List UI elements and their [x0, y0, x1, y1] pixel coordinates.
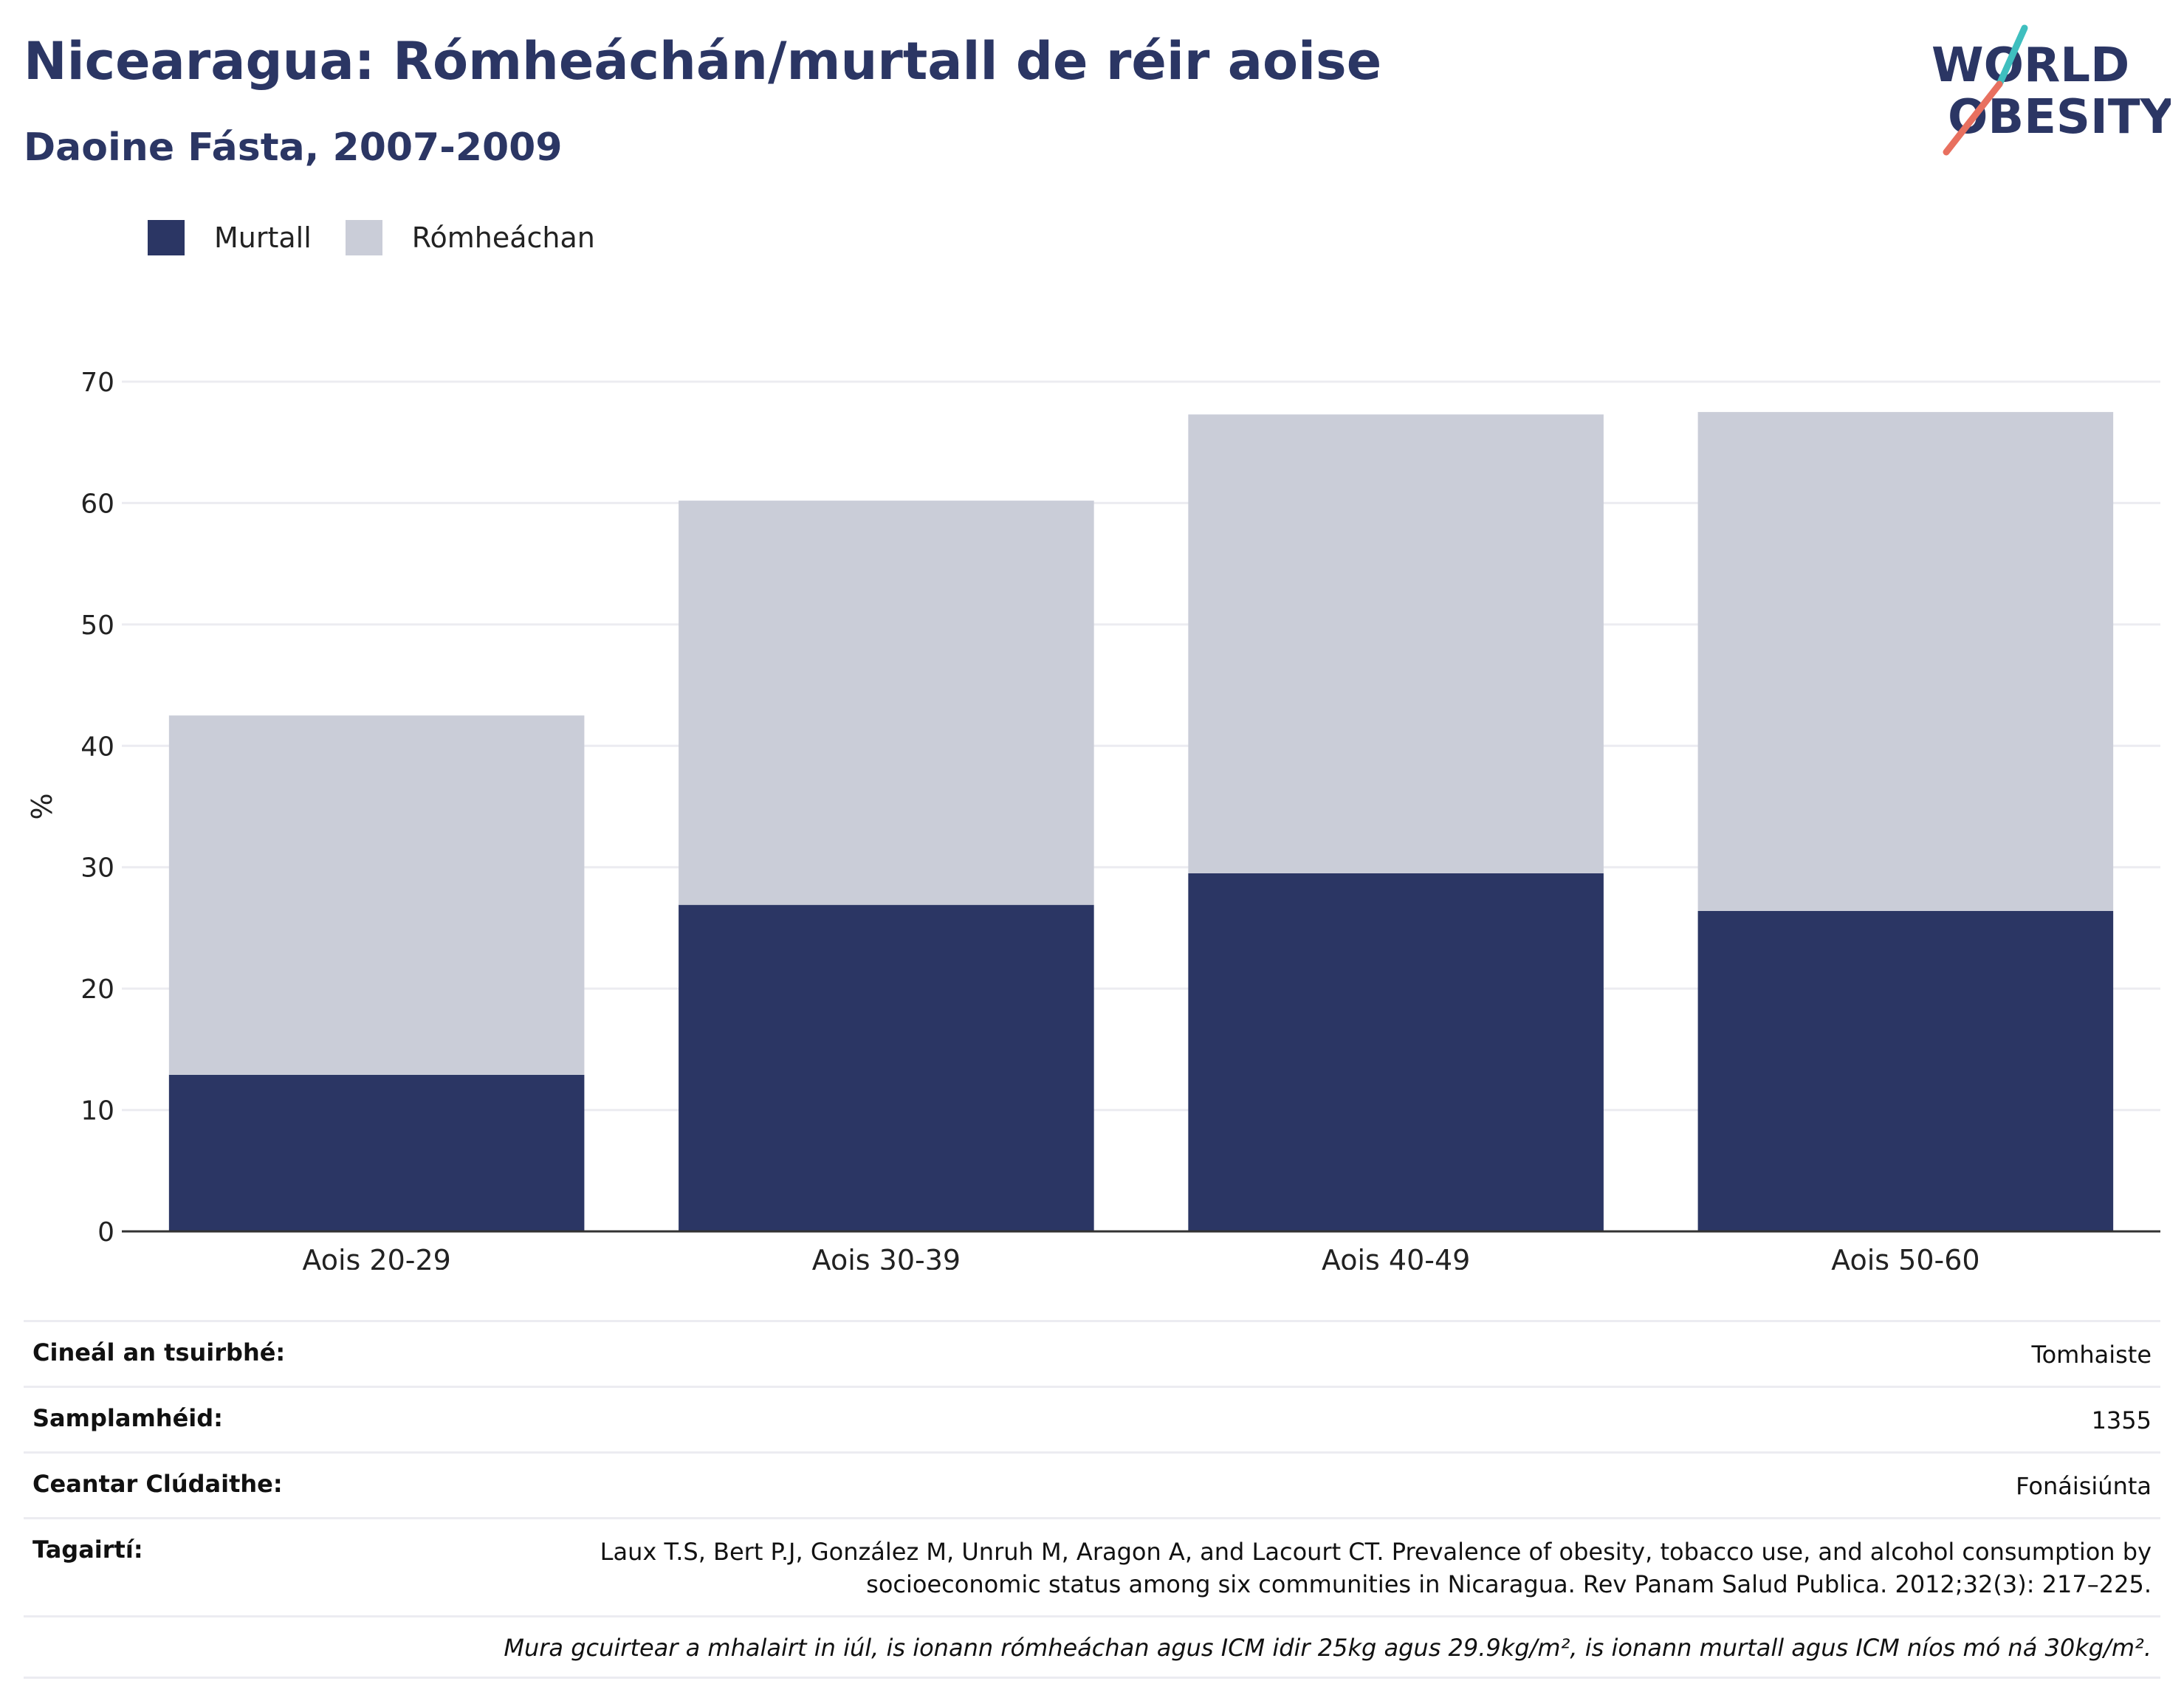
y-tick-label: 10 [80, 1096, 114, 1127]
logo-slash-teal [1996, 24, 2028, 88]
bar-r-mhe-chan [1188, 414, 1604, 873]
logo-slash-coral [1943, 80, 2003, 156]
meta-label: Samplamhéid: [32, 1404, 223, 1432]
y-axis-label: % [26, 793, 58, 819]
meta-label: Tagairtí: [32, 1536, 143, 1564]
meta-row-sample-size: Samplamhéid: 1355 [24, 1386, 2160, 1451]
bar-r-mhe-chan [168, 715, 585, 1075]
y-tick-label: 50 [80, 611, 114, 641]
legend-swatch-murtall [148, 220, 185, 255]
bar-r-mhe-chan [679, 501, 1094, 905]
bar-murtall [168, 1074, 585, 1231]
reference-line-2: socioeconomic status among six communiti… [866, 1570, 2152, 1598]
x-tick-label: Aois 30-39 [812, 1244, 961, 1270]
legend-label-murtall: Murtall [214, 221, 312, 254]
legend-label-romheachan: Rómheáchan [411, 221, 595, 254]
meta-value: 1355 [2091, 1406, 2152, 1434]
legend-swatch-romheachan [345, 220, 382, 255]
bar-murtall [1188, 873, 1604, 1231]
meta-row-note: Mura gcuirtear a mhalairt in iúl, is ion… [24, 1615, 2160, 1679]
y-tick-label: 30 [80, 853, 114, 884]
legend-item-romheachan: Rómheáchan [345, 220, 595, 255]
y-tick-label: 0 [97, 1217, 114, 1248]
y-tick-label: 40 [80, 732, 114, 762]
x-tick-label: Aois 40-49 [1322, 1244, 1470, 1270]
meta-value-references: Laux T.S, Bert P.J, González M, Unruh M,… [600, 1536, 2152, 1601]
reference-line-1: Laux T.S, Bert P.J, González M, Unruh M,… [600, 1538, 2152, 1566]
bar-murtall [679, 904, 1094, 1231]
meta-label: Cineál an tsuirbhé: [32, 1338, 286, 1366]
y-tick-label: 70 [80, 368, 114, 398]
world-obesity-logo: WORLD OBESITY [1931, 24, 2171, 156]
meta-label: Ceantar Clúdaithe: [32, 1470, 283, 1498]
y-tick-label: 60 [80, 489, 114, 519]
x-tick-label: Aois 20-29 [302, 1244, 450, 1270]
bar-murtall [1697, 910, 2114, 1231]
legend-item-murtall: Murtall [148, 220, 312, 255]
y-tick-label: 20 [80, 974, 114, 1005]
metadata-table: Cineál an tsuirbhé: Tomhaiste Samplamhéi… [24, 1320, 2160, 1679]
chart-title: Nicearagua: Rómheáchán/murtall de réir a… [24, 31, 1382, 92]
meta-value: Fonáisiúnta [2016, 1472, 2152, 1500]
bar-r-mhe-chan [1697, 412, 2114, 911]
chart-subtitle: Daoine Fásta, 2007-2009 [24, 126, 563, 170]
stacked-bar-chart: 0 10 20 30 40 50 60 70% Aois 20-29 Aois 30-39 Aois… [26, 368, 2160, 1270]
meta-row-survey-type: Cineál an tsuirbhé: Tomhaiste [24, 1320, 2160, 1386]
meta-row-area-covered: Ceantar Clúdaithe: Fonáisiúnta [24, 1451, 2160, 1517]
definition-note: Mura gcuirtear a mhalairt in iúl, is ion… [504, 1634, 2152, 1662]
x-tick-label: Aois 50-60 [1831, 1244, 1979, 1270]
legend: Murtall Rómheáchan [148, 219, 629, 257]
meta-value: Tomhaiste [2031, 1341, 2152, 1369]
logo-line1: WORLD [1931, 38, 2129, 93]
meta-row-references: Tagairtí: Laux T.S, Bert P.J, González M… [24, 1517, 2160, 1615]
logo-line2: OBESITY [1948, 90, 2171, 145]
